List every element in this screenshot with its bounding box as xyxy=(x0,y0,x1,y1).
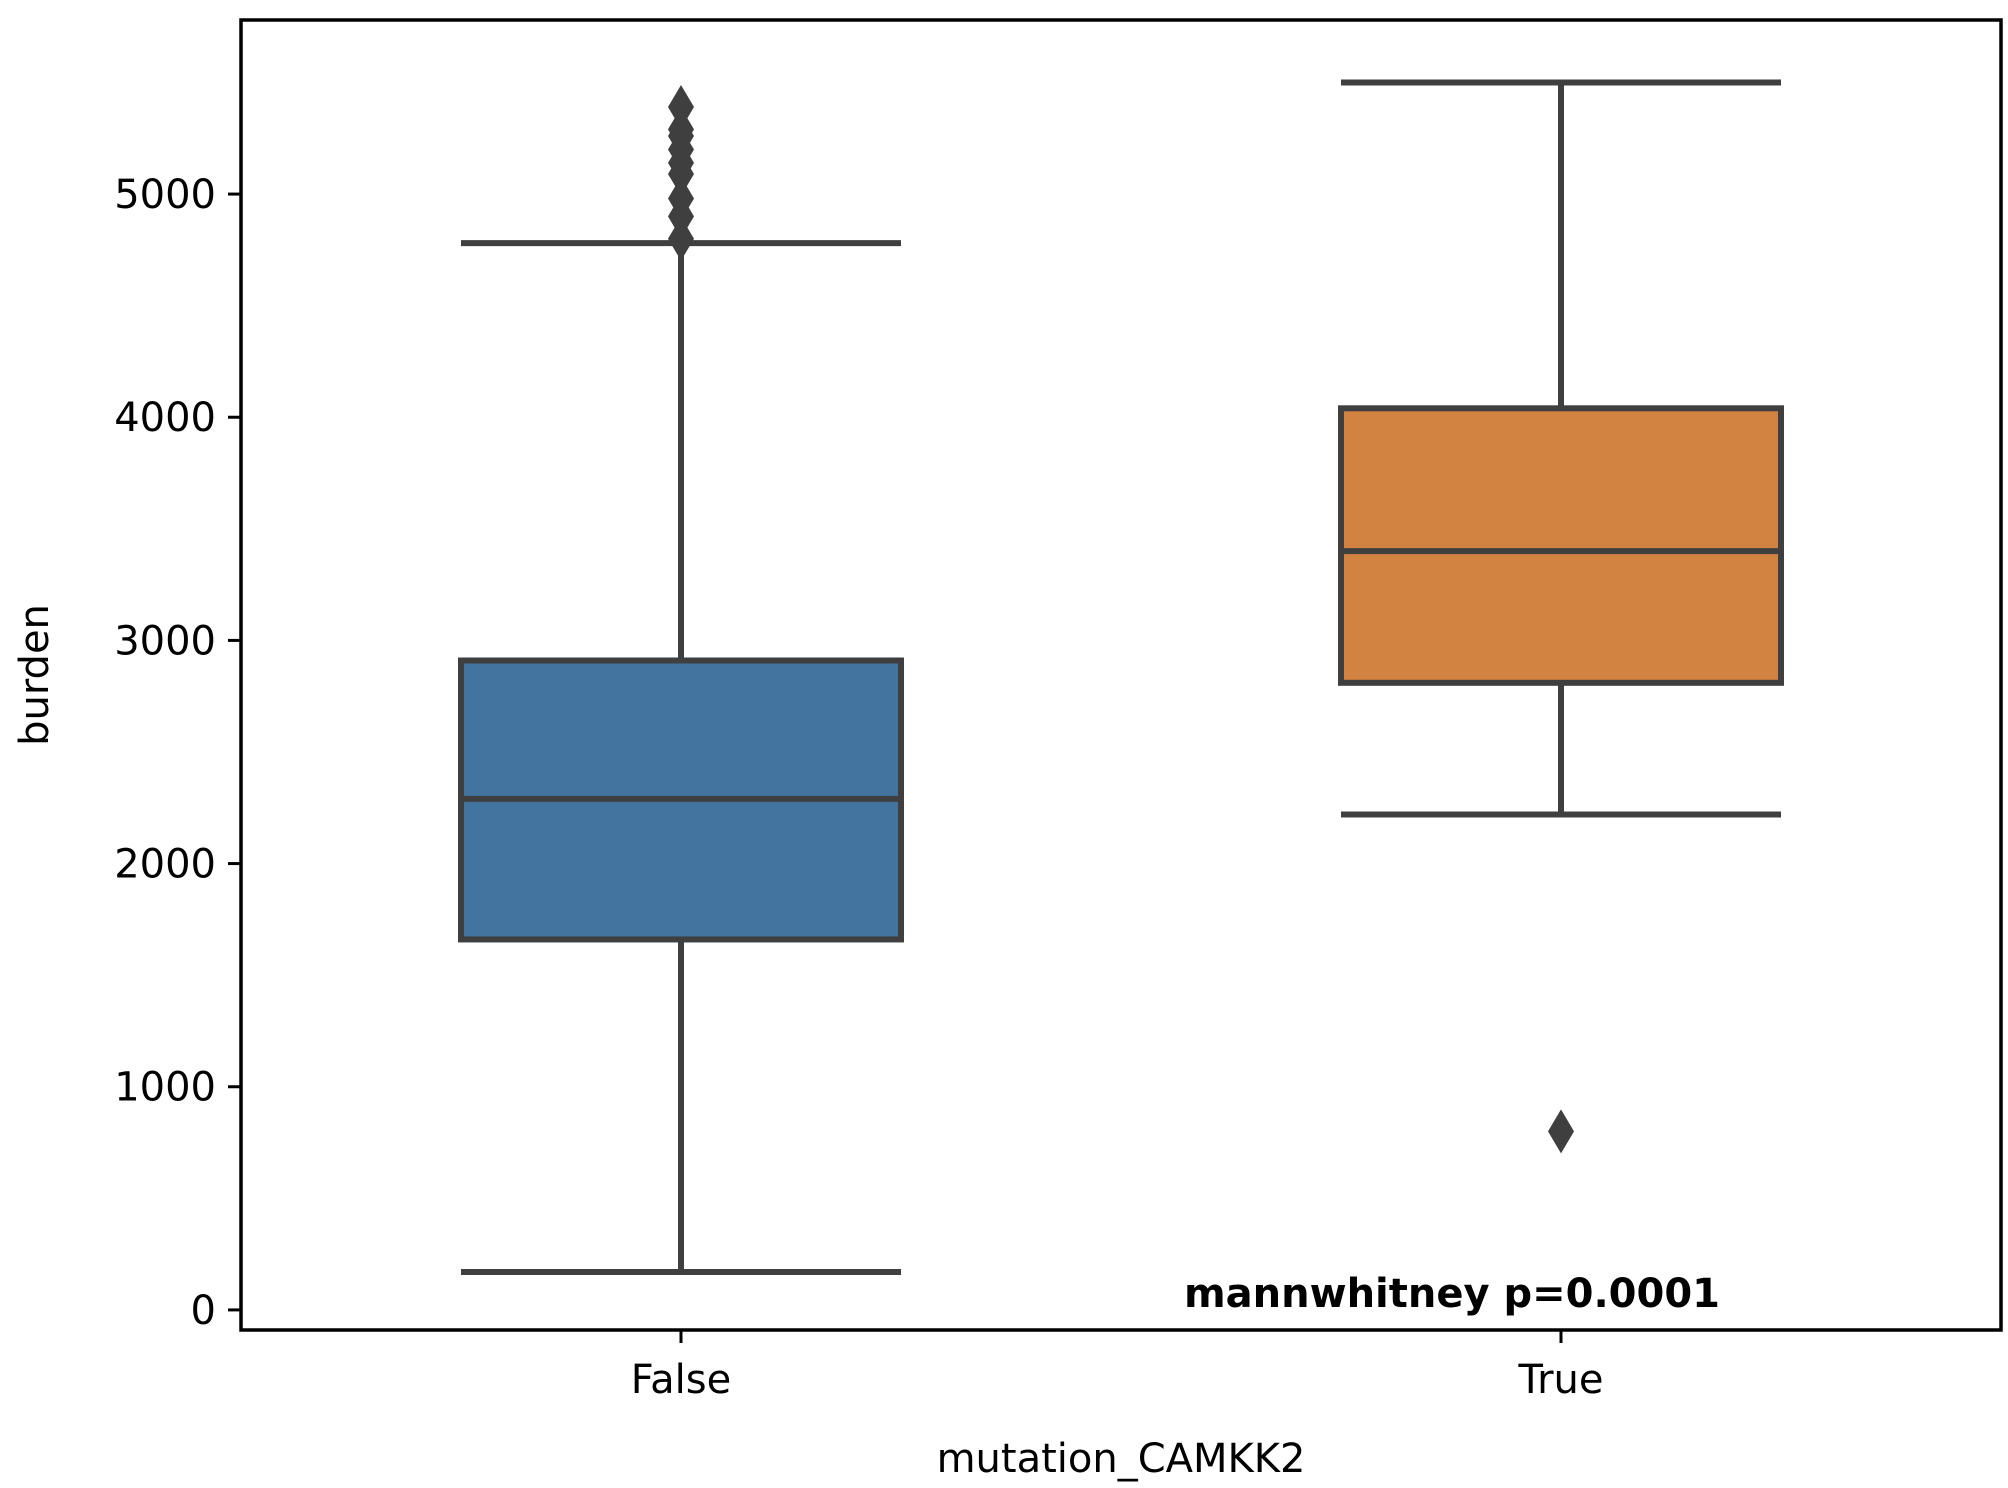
stat-annotation: mannwhitney p=0.0001 xyxy=(1184,1271,1720,1317)
box-iqr-true xyxy=(1338,405,1784,686)
plot-frame xyxy=(239,18,2003,1332)
box-group xyxy=(458,79,1784,1275)
y-tick-label: 0 xyxy=(191,1288,216,1334)
x-axis-label: mutation_CAMKK2 xyxy=(937,1436,1306,1482)
x-tick-label-false: False xyxy=(631,1357,731,1403)
outlier-point-true xyxy=(1548,1109,1574,1154)
x-tick-label-true: True xyxy=(1518,1357,1604,1403)
y-axis-ticks: 0 1000 2000 3000 4000 5000 xyxy=(114,172,241,1334)
y-tick-label: 5000 xyxy=(114,172,216,218)
y-tick-label: 2000 xyxy=(114,842,216,888)
box-true xyxy=(1338,79,1784,1154)
y-axis-label: burden xyxy=(12,604,58,746)
outlier-point-false xyxy=(668,107,694,152)
y-tick-label: 3000 xyxy=(114,618,216,664)
outlier-point-false xyxy=(668,176,694,221)
outlier-point-false xyxy=(668,85,694,130)
y-tick-label: 4000 xyxy=(114,395,216,441)
y-tick-label: 1000 xyxy=(114,1065,216,1111)
x-axis-ticks: False True xyxy=(631,1330,1604,1403)
outlier-point-false xyxy=(668,216,694,261)
box-false xyxy=(458,85,904,1275)
